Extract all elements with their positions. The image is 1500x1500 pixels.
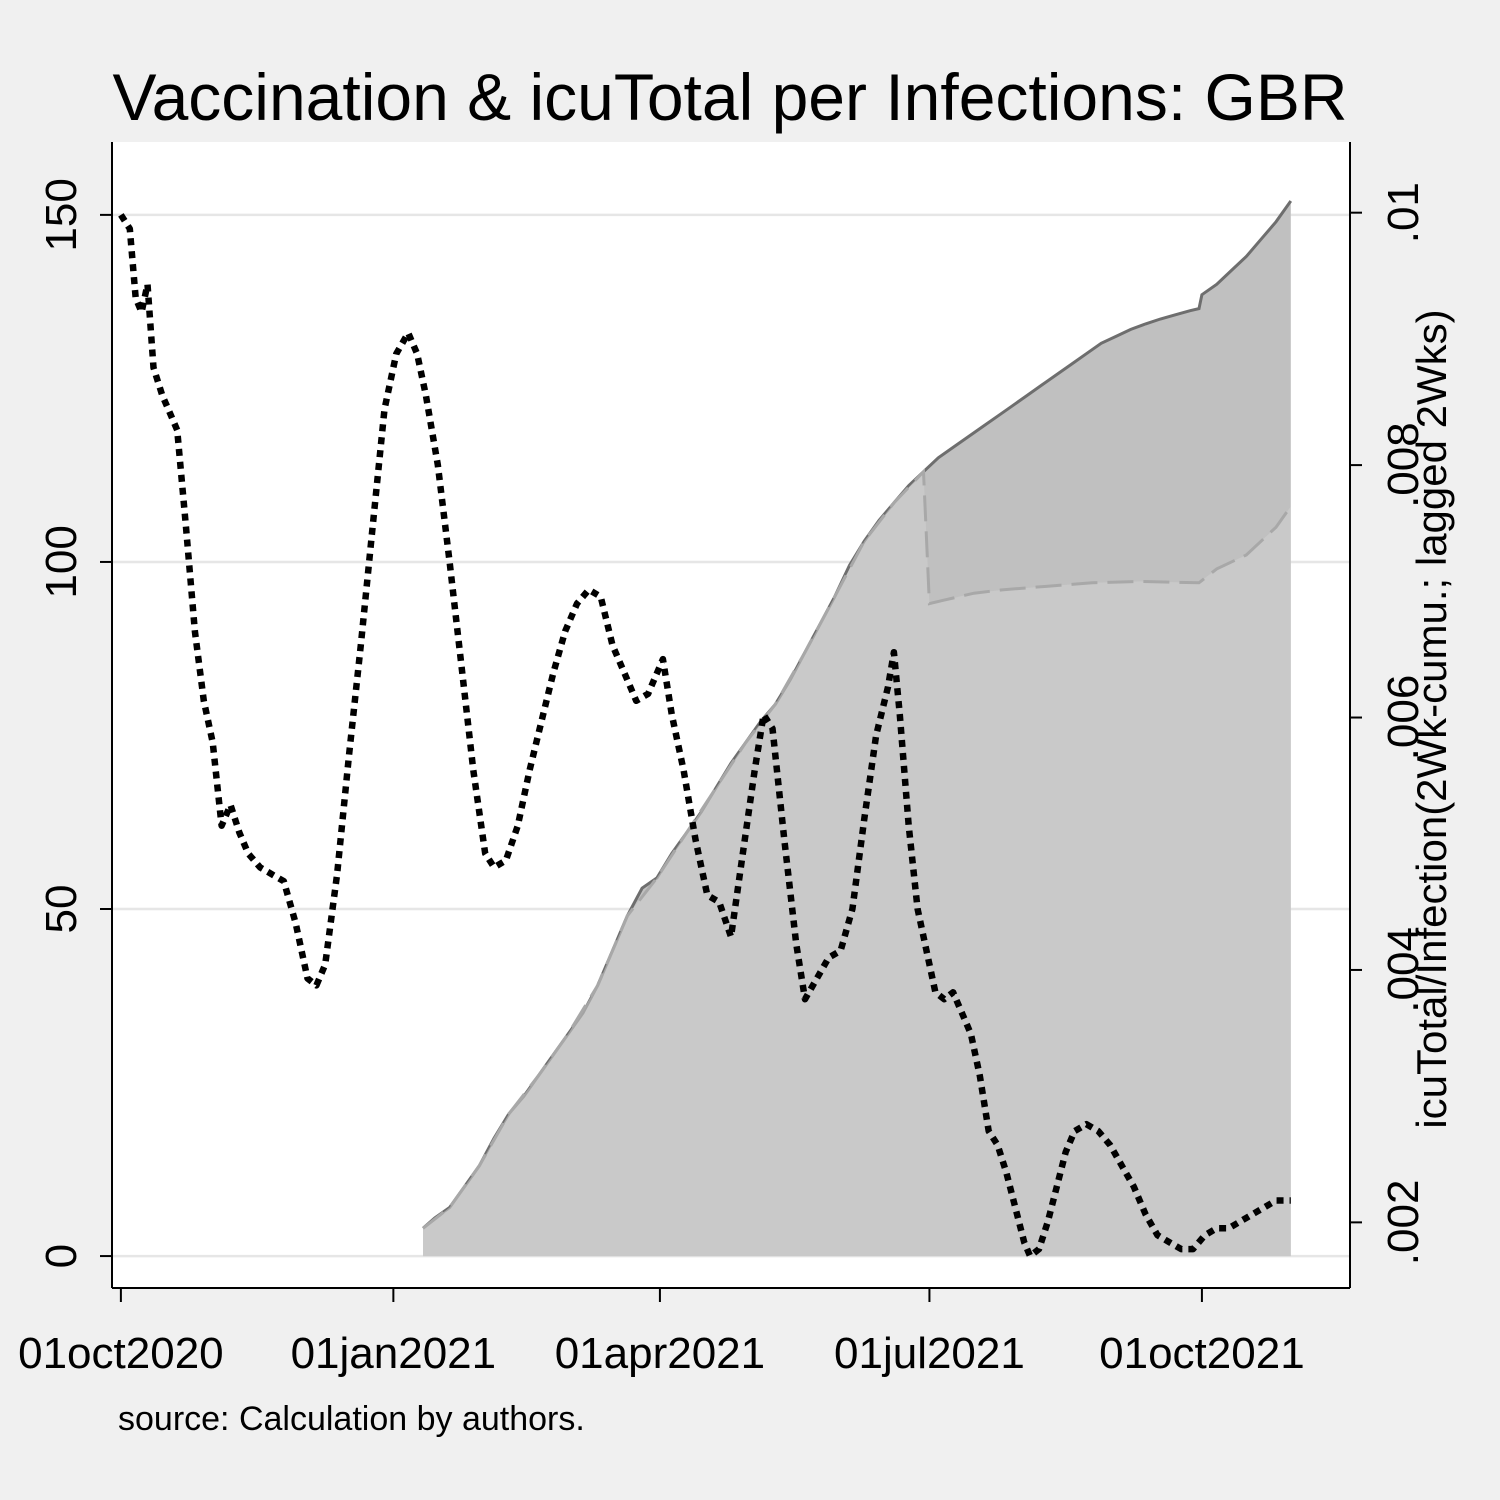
left-tick-label: 100 xyxy=(37,525,86,598)
right-tick-label: .004 xyxy=(1379,927,1428,1013)
x-tick-label: 01oct2020 xyxy=(18,1329,224,1378)
x-tick-label: 01jan2021 xyxy=(291,1329,497,1378)
secondary-vaccination-line xyxy=(422,468,1293,1230)
right-tick-label: .008 xyxy=(1379,422,1428,508)
right-tick-label: .006 xyxy=(1379,675,1428,761)
series xyxy=(118,200,1293,1260)
x-tick-label: 01apr2021 xyxy=(555,1329,765,1378)
right-axis-title: icuTotal/Infection(2Wk-cumu.; lagged 2Wk… xyxy=(1408,309,1455,1128)
x-tick-label: 01oct2021 xyxy=(1099,1329,1305,1378)
left-tick-label: 150 xyxy=(37,178,86,251)
chart-title: Vaccination & icuTotal per Infections: G… xyxy=(112,60,1347,134)
icu-per-infection-line xyxy=(118,213,1291,1260)
right-tick-label: .002 xyxy=(1379,1180,1428,1266)
right-tick-label: .01 xyxy=(1379,182,1428,243)
x-tick-label: 01jul2021 xyxy=(834,1329,1025,1378)
left-tick-label: 50 xyxy=(37,885,86,934)
source-note: source: Calculation by authors. xyxy=(118,1400,585,1438)
axes: 0 50 100 150 .002 .004 .006 .008 .01 01oct2020 01j… xyxy=(18,142,1428,1378)
left-tick-label: 0 xyxy=(37,1244,86,1268)
secondary-vaccination-area xyxy=(423,471,1291,1257)
